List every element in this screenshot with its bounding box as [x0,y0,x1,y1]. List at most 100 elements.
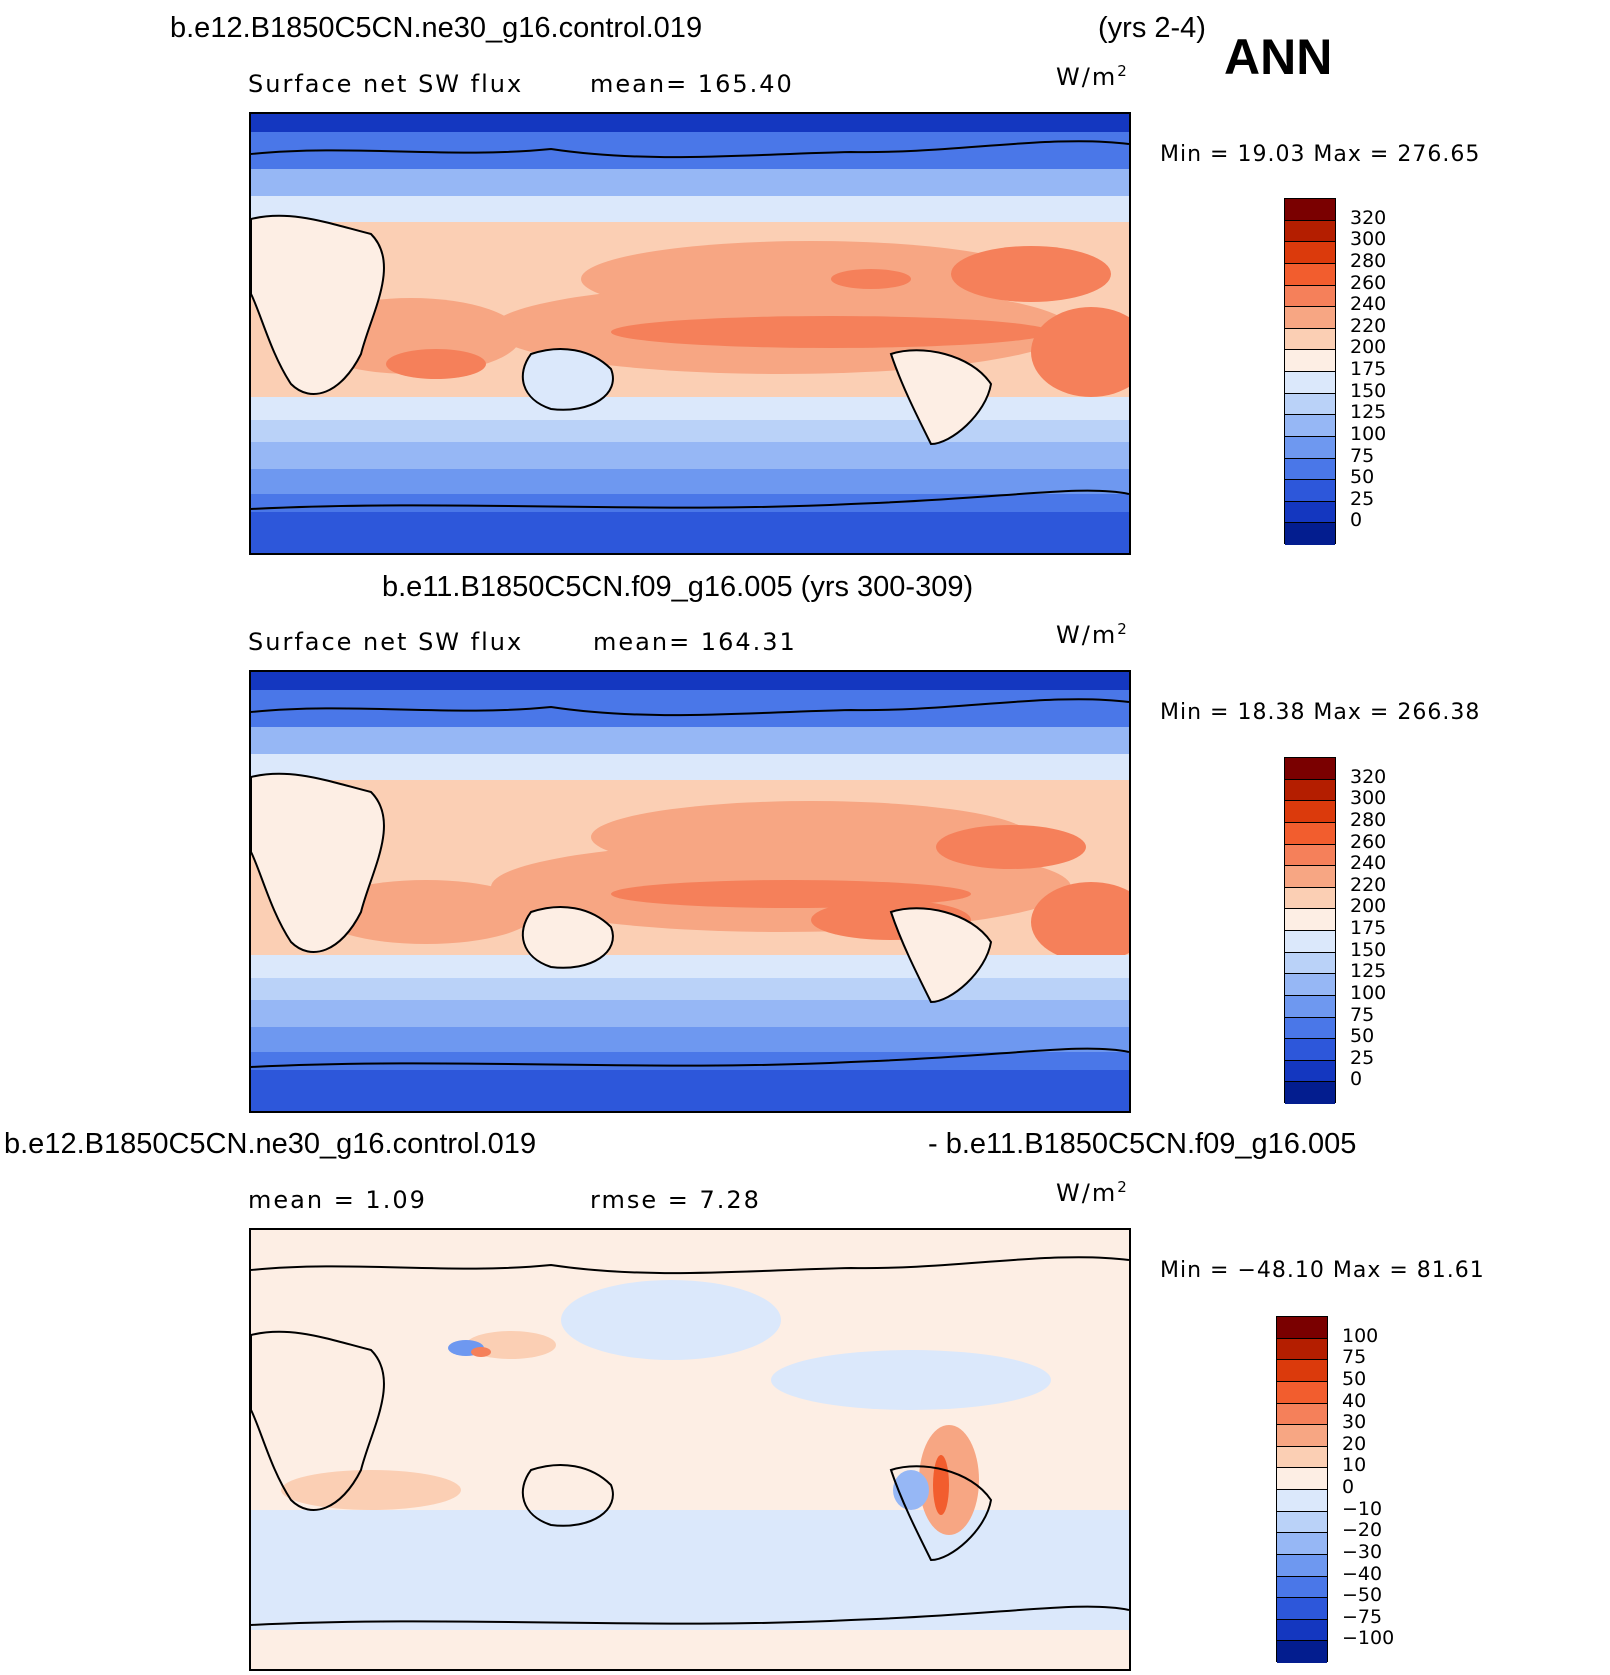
colorbar-tick-label: 125 [1350,401,1387,424]
colorbar-tick-label: 10 [1342,1454,1367,1477]
years-label-top: (yrs 2-4) [1098,12,1206,44]
colorbar-swatch [1285,350,1335,372]
colorbar-tick-label: 40 [1342,1389,1367,1412]
colorbar-swatch [1285,436,1335,459]
colorbar-tick-label: 25 [1350,487,1375,510]
colorbar-swatch [1285,801,1335,823]
season-label: ANN [1224,29,1333,85]
colorbar-swatch [1277,1381,1327,1404]
panel2-units: W/m2 [1056,620,1129,649]
panel1-map [249,112,1131,555]
colorbar-swatch [1277,1425,1327,1447]
colorbar-tick-label: 20 [1342,1432,1367,1455]
colorbar-swatch [1285,779,1335,802]
colorbar-tick-label: 260 [1350,830,1387,853]
panel3-minmax: Min = −48.10 Max = 81.61 [1160,1258,1485,1283]
colorbar-tick-label: 300 [1350,228,1387,251]
colorbar-swatch [1285,242,1335,264]
colorbar-swatch [1285,372,1335,394]
colorbar-swatch [1285,887,1335,910]
colorbar-tick-label: 75 [1350,1003,1375,1026]
colorbar-tick-label: 220 [1350,873,1387,896]
panel1-mean: mean= 165.40 [590,70,794,98]
colorbar-tick-label: 150 [1350,938,1387,961]
colorbar-tick-label: 50 [1342,1367,1367,1390]
panel2-map [249,670,1131,1113]
colorbar-tick-label: 0 [1350,1068,1363,1091]
case-title-top: b.e12.B1850C5CN.ne30_g16.control.019 [170,12,703,44]
colorbar-swatch [1285,393,1335,416]
colorbar-swatch [1285,931,1335,953]
colorbar-swatch [1285,220,1335,243]
colorbar-swatch [1277,1554,1327,1577]
colorbar-swatch [1285,501,1335,524]
colorbar-swatch [1285,844,1335,867]
colorbar-swatch [1285,1017,1335,1040]
colorbar-swatch [1277,1490,1327,1512]
colorbar-tick-label: −30 [1342,1540,1383,1563]
colorbar-tick-label: 260 [1350,271,1387,294]
colorbar-tick-label: 240 [1350,852,1387,875]
panel2-minmax: Min = 18.38 Max = 266.38 [1160,700,1481,725]
colorbar-tick-label: 280 [1350,808,1387,831]
colorbar-tick-label: 100 [1350,422,1387,445]
colorbar-swatch [1277,1338,1327,1361]
colorbar-tick-label: 150 [1350,379,1387,402]
colorbar-tick-label: 175 [1350,917,1387,939]
colorbar-swatch [1277,1511,1327,1534]
colorbar-tick-label: 0 [1342,1476,1355,1498]
colorbar-tick-label: −100 [1342,1627,1395,1650]
panel1-units: W/m2 [1056,62,1129,91]
colorbar-swatch [1285,758,1335,780]
colorbar-tick-label: 50 [1350,466,1375,489]
colorbar-tick-label: 125 [1350,960,1387,983]
colorbar-swatch [1277,1468,1327,1490]
colorbar-swatch [1277,1598,1327,1620]
colorbar-swatch [1285,1060,1335,1083]
panel3-map [249,1228,1131,1671]
colorbar-tick-label: 75 [1350,444,1375,467]
colorbar-swatch [1277,1317,1327,1339]
panel3-units: W/m2 [1056,1178,1129,1207]
colorbar-swatch [1277,1533,1327,1555]
colorbar-tick-label: 100 [1350,981,1387,1004]
colorbar-tick-label: 200 [1350,336,1387,359]
colorbar-swatch [1285,974,1335,996]
colorbar-swatch [1277,1576,1327,1599]
colorbar-bar [1276,1316,1328,1663]
panel2-variable: Surface net SW flux [248,628,524,656]
colorbar-bar [1284,757,1336,1104]
colorbar-swatch [1285,995,1335,1018]
colorbar-tick-label: 220 [1350,314,1387,337]
colorbar-swatch [1285,458,1335,481]
panel1-variable: Surface net SW flux [248,70,524,98]
panel2-title: b.e11.B1850C5CN.f09_g16.005 (yrs 300-309… [382,571,974,603]
panel1-minmax: Min = 19.03 Max = 276.65 [1160,142,1481,167]
colorbar-swatch [1285,952,1335,975]
panel3-title-left: b.e12.B1850C5CN.ne30_g16.control.019 [4,1128,537,1160]
colorbar-tick-label: −50 [1342,1584,1383,1607]
panel3-title-right: - b.e11.B1850C5CN.f09_g16.005 [928,1128,1357,1160]
colorbar-swatch [1285,909,1335,931]
colorbar-tick-label: 240 [1350,293,1387,316]
colorbar-swatch [1285,415,1335,437]
colorbar-swatch [1285,1082,1335,1104]
colorbar-tick-label: 25 [1350,1046,1375,1069]
colorbar-tick-label: 50 [1350,1025,1375,1048]
colorbar-tick-label: 175 [1350,358,1387,380]
colorbar-tick-label: 100 [1342,1324,1379,1347]
panel3-rmse: rmse = 7.28 [590,1186,761,1214]
colorbar-tick-label: −20 [1342,1519,1383,1542]
colorbar-swatch [1285,866,1335,888]
colorbar-tick-label: 280 [1350,249,1387,272]
colorbar-swatch [1277,1641,1327,1663]
colorbar-swatch [1285,523,1335,545]
colorbar-swatch [1277,1360,1327,1382]
colorbar-swatch [1285,285,1335,308]
colorbar-swatch [1285,822,1335,845]
colorbar-swatch [1285,1039,1335,1061]
colorbar-tick-label: 0 [1350,509,1363,532]
colorbar-tick-label: 30 [1342,1411,1367,1434]
panel3-mean: mean = 1.09 [248,1186,427,1214]
colorbar-swatch [1285,328,1335,351]
